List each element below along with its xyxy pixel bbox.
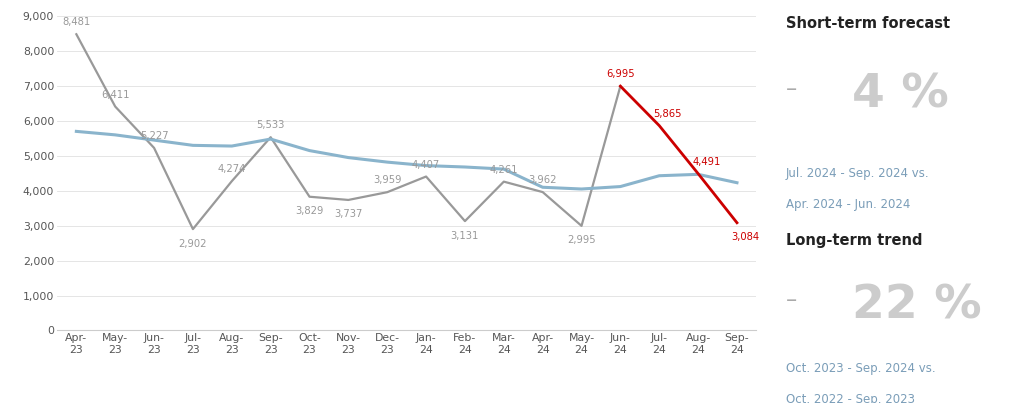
Text: 4 %: 4 % [852, 73, 948, 118]
Text: Apr. 2024 - Jun. 2024: Apr. 2024 - Jun. 2024 [786, 198, 910, 212]
Text: –: – [786, 290, 797, 310]
Text: 22 %: 22 % [852, 283, 981, 328]
Text: 4,491: 4,491 [692, 157, 720, 167]
Text: 4,274: 4,274 [217, 164, 246, 174]
Text: 5,533: 5,533 [257, 120, 285, 130]
Text: –: – [786, 79, 797, 99]
Text: 5,865: 5,865 [653, 109, 682, 118]
Text: Long-term trend: Long-term trend [786, 233, 922, 248]
Text: 3,829: 3,829 [295, 206, 324, 216]
Text: 4,407: 4,407 [412, 160, 440, 170]
Text: 2,995: 2,995 [567, 235, 596, 245]
Text: 6,411: 6,411 [101, 89, 129, 100]
Text: 2,902: 2,902 [179, 239, 207, 249]
Text: Oct. 2023 - Sep. 2024 vs.: Oct. 2023 - Sep. 2024 vs. [786, 362, 936, 375]
Text: 4,261: 4,261 [490, 165, 519, 174]
Text: 3,131: 3,131 [451, 231, 479, 241]
Text: Jul. 2024 - Sep. 2024 vs.: Jul. 2024 - Sep. 2024 vs. [786, 167, 929, 180]
Text: Oct. 2022 - Sep. 2023: Oct. 2022 - Sep. 2023 [786, 393, 915, 403]
Text: 3,962: 3,962 [529, 175, 557, 185]
Text: 6,995: 6,995 [607, 69, 634, 79]
Text: Short-term forecast: Short-term forecast [786, 16, 950, 31]
Text: 5,227: 5,227 [140, 131, 169, 141]
Text: 3,737: 3,737 [334, 210, 362, 219]
Text: 3,959: 3,959 [373, 175, 402, 185]
Text: 8,481: 8,481 [62, 17, 90, 27]
Text: 3,084: 3,084 [732, 232, 760, 242]
